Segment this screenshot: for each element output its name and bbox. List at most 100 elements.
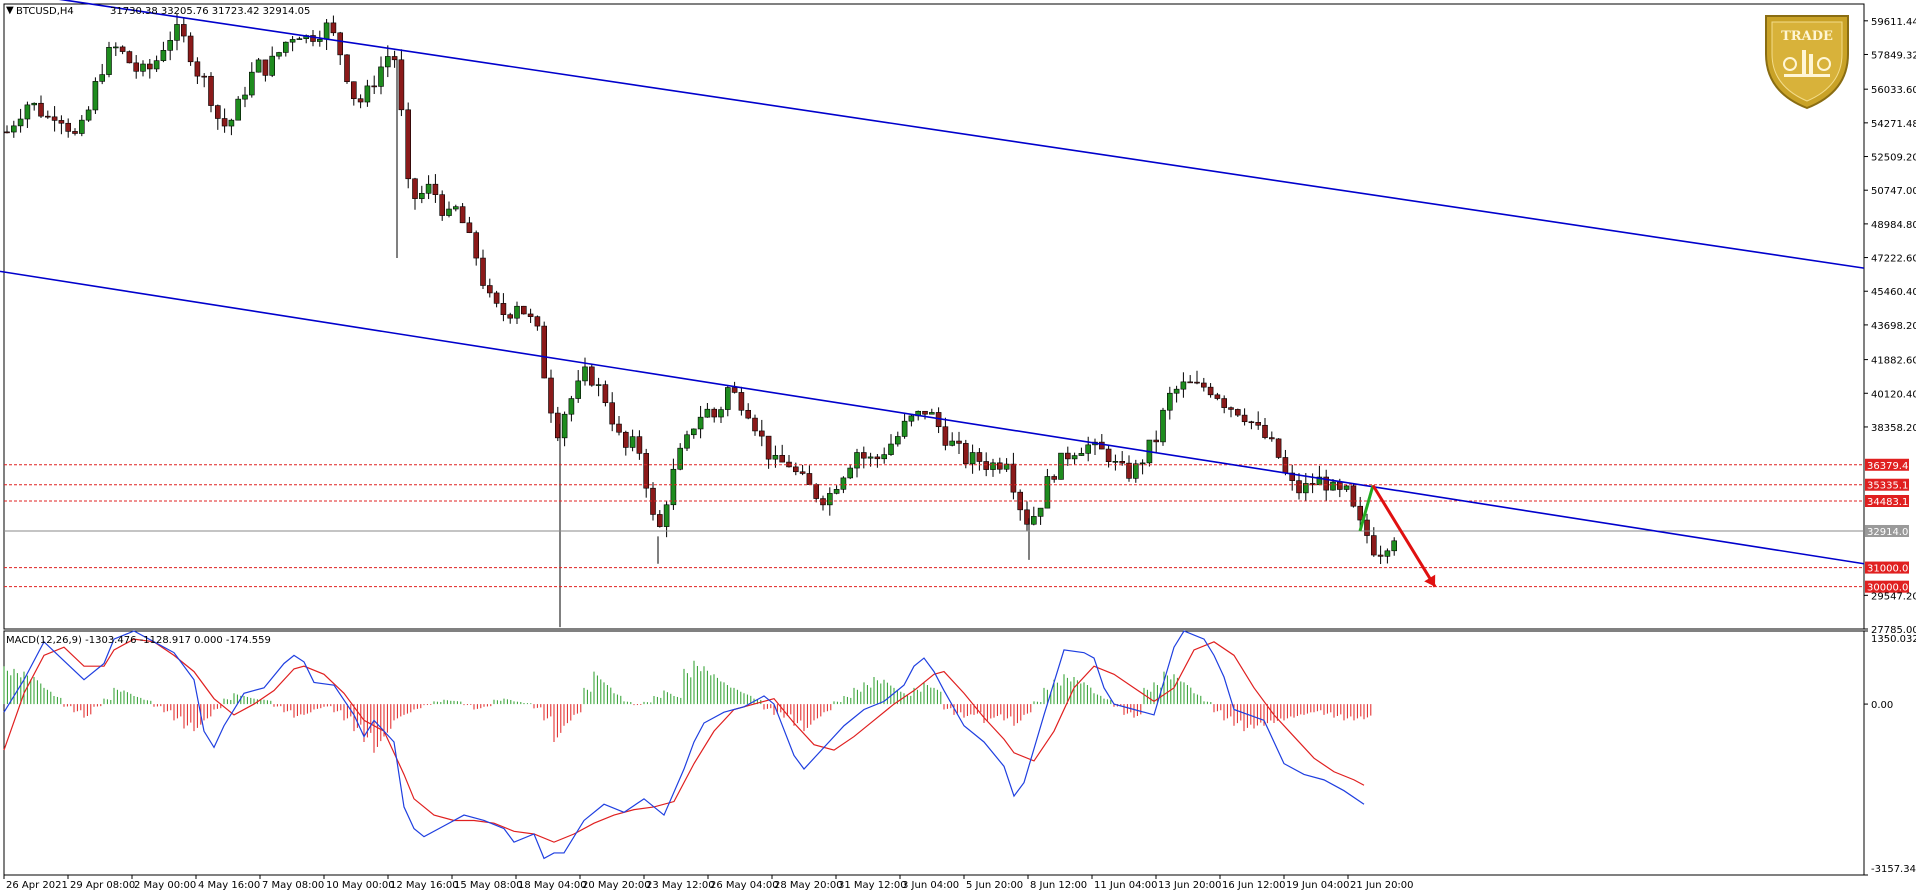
candle-body — [1296, 480, 1302, 494]
candle-body — [1153, 439, 1159, 443]
candle-body — [1099, 441, 1105, 450]
price-level-tag — [1865, 524, 1909, 537]
candle-body — [153, 60, 160, 70]
candle-body — [738, 392, 745, 411]
candle-body — [1350, 485, 1357, 507]
candle-body — [384, 56, 391, 68]
price-axis-label: 45460.40 — [1871, 287, 1916, 298]
candle-body — [514, 305, 520, 319]
macd-panel-frame — [3, 630, 1865, 876]
candle-body — [806, 473, 813, 485]
candle-body — [894, 436, 901, 445]
candle-body — [289, 39, 296, 43]
candle-body — [847, 467, 854, 479]
time-axis-label: 4 May 16:00 — [198, 880, 260, 891]
candle-body — [1269, 437, 1275, 440]
candle-body — [418, 192, 425, 199]
logo-text: TRADE — [1781, 29, 1833, 44]
time-axis-label: 19 Jun 04:00 — [1286, 880, 1350, 891]
projection-up-arrow — [1358, 484, 1375, 532]
price-axis-label: 57849.32 — [1871, 50, 1916, 61]
candle-body — [432, 183, 439, 195]
candle-body — [269, 55, 276, 76]
price-axis-label: 56033.60 — [1871, 85, 1916, 96]
candle-body — [1391, 540, 1397, 552]
price-axis-label: 48984.80 — [1871, 220, 1916, 231]
candle-body — [1105, 448, 1112, 463]
candle-body — [486, 285, 493, 294]
candle-body — [588, 366, 595, 386]
candle-body — [242, 94, 248, 100]
time-axis-label: 26 May 04:00 — [710, 880, 779, 891]
candle-body — [371, 85, 378, 88]
candle-body — [976, 452, 983, 462]
time-axis-label: 31 May 12:00 — [838, 880, 907, 891]
candle-body — [1275, 438, 1282, 458]
candle-body — [228, 119, 235, 127]
candle-body — [500, 303, 507, 315]
candle-body — [962, 443, 969, 465]
price-axis-label: 52509.20 — [1871, 153, 1916, 164]
price-level-tag — [1865, 478, 1909, 491]
candle-body — [718, 409, 724, 418]
candle-body — [350, 81, 357, 99]
candle-body — [1337, 481, 1343, 490]
candle-body — [323, 22, 330, 40]
candle-body — [1235, 409, 1241, 416]
axis-layer: 36379.40 35335.17 34483.16 32914.05 31000.00… — [3, 17, 1916, 891]
candle-body — [201, 75, 207, 78]
candle-body — [799, 471, 806, 474]
candle-body — [582, 366, 588, 382]
candle-body — [1010, 463, 1017, 493]
candle-body — [663, 504, 670, 527]
macd-signal-line — [3, 638, 1365, 843]
candle-body — [541, 325, 548, 379]
candle-body — [568, 398, 575, 415]
symbol-dropdown-icon[interactable]: ▼ — [6, 5, 14, 16]
candle-body — [364, 85, 371, 103]
candle-body — [119, 46, 126, 52]
candle-body — [752, 417, 758, 432]
candle-body — [1133, 463, 1139, 479]
macd-layer — [3, 630, 1372, 860]
candle-body — [1160, 409, 1166, 443]
macd-header: MACD(12,26,9) -1303.476 -1128.917 0.000 … — [6, 635, 271, 646]
time-axis-label: 15 May 08:00 — [454, 880, 523, 891]
candle-body — [670, 468, 677, 506]
price-axis-label: 27785.00 — [1871, 625, 1916, 636]
candle-body — [113, 46, 119, 49]
candle-body — [765, 435, 772, 460]
candle-body — [106, 46, 112, 75]
candle-body — [854, 452, 860, 469]
candle-body — [520, 305, 527, 315]
candle-body — [24, 104, 31, 120]
candle-body — [758, 430, 765, 437]
price-level-label: 36379.40 — [1867, 461, 1915, 472]
candle-body — [656, 514, 663, 527]
candle-body — [44, 115, 51, 118]
candle-body — [493, 292, 500, 304]
candle-body — [296, 38, 303, 40]
price-level-tag — [1865, 458, 1909, 471]
time-axis-label: 18 May 04:00 — [518, 880, 587, 891]
candle-body — [677, 447, 684, 470]
candle-body — [636, 436, 643, 454]
candle-body — [1201, 382, 1207, 388]
candle-body — [1173, 388, 1180, 394]
price-axis-label: 41882.60 — [1871, 356, 1916, 367]
candle-body — [1364, 519, 1370, 536]
candle-body — [187, 35, 194, 63]
candle-body — [561, 413, 568, 439]
candle-body — [194, 61, 201, 77]
candle-body — [473, 232, 480, 259]
candle-body — [316, 39, 323, 42]
candle-body — [1309, 483, 1316, 486]
candle-body — [697, 416, 704, 430]
time-axis-label: 21 Jun 20:00 — [1350, 880, 1414, 891]
candle-body — [867, 456, 874, 459]
candle-body — [1051, 476, 1057, 480]
candle-body — [1262, 424, 1268, 438]
price-level-label: 34483.16 — [1867, 497, 1915, 508]
candle-body — [860, 452, 867, 459]
